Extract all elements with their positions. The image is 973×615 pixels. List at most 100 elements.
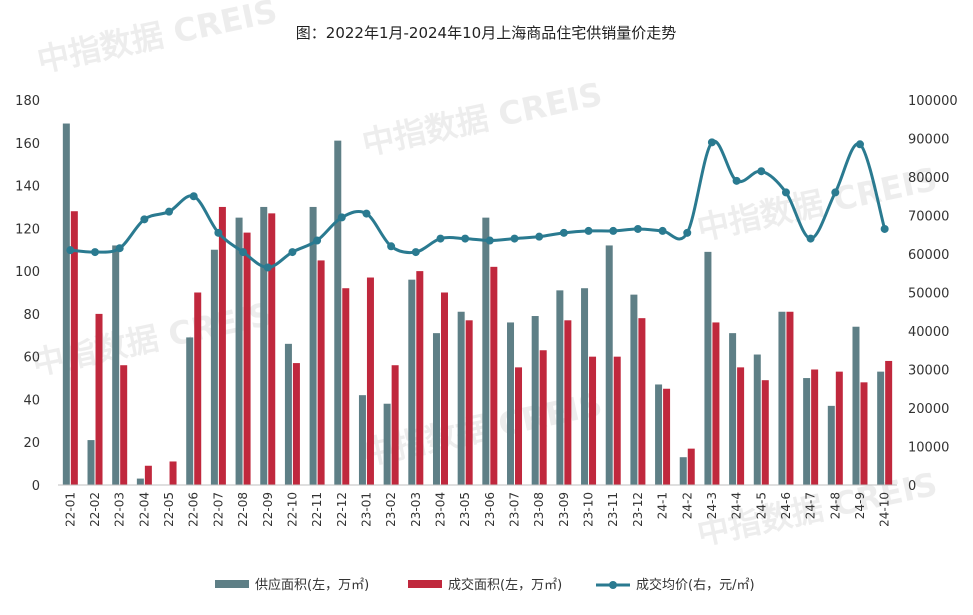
supply-bar: [186, 337, 194, 485]
deal-bar: [737, 367, 745, 485]
x-tick: 23-12: [631, 492, 645, 527]
x-tick: 23-04: [433, 492, 447, 527]
price-point: [831, 188, 840, 197]
supply-bar: [803, 378, 811, 485]
price-point: [337, 213, 346, 222]
x-tick: 24-6: [779, 492, 793, 519]
supply-bar: [753, 354, 761, 485]
price-point: [387, 242, 396, 251]
supply-bar: [704, 251, 712, 485]
watermark-0: 中指数据 CREIS: [34, 0, 281, 80]
supply-bar: [136, 478, 144, 485]
supply-bar: [260, 206, 268, 485]
x-tick: 22-11: [310, 492, 324, 527]
watermark-1: 中指数据 CREIS: [359, 75, 606, 163]
chart-title: 图：2022年1月-2024年10月上海商品住宅供销量价走势: [296, 24, 676, 42]
x-tick: 23-01: [359, 492, 373, 527]
price-point: [584, 226, 593, 235]
price-point: [855, 140, 864, 149]
deal-bar: [564, 320, 572, 485]
deal-bar: [490, 266, 498, 485]
price-point: [757, 167, 766, 176]
y-right-tick: 50000: [908, 287, 949, 302]
x-tick: 23-02: [384, 492, 398, 527]
supply-bar: [284, 343, 292, 485]
x-tick: 22-07: [211, 492, 225, 527]
price-point: [461, 234, 470, 243]
supply-bar: [556, 290, 564, 485]
supply-bar: [852, 326, 860, 485]
deal-bar: [811, 369, 819, 485]
supply-bar: [87, 440, 95, 485]
y-left-tick: 0: [32, 479, 40, 494]
deal-bars: [70, 206, 893, 485]
price-point: [362, 209, 371, 218]
y-right-tick: 0: [908, 479, 916, 494]
supply-bar: [778, 311, 786, 485]
price-point: [633, 224, 642, 233]
deal-bar: [885, 360, 893, 485]
deal-bar: [342, 288, 350, 485]
price-point: [485, 236, 494, 245]
x-tick: 24-3: [705, 492, 719, 519]
x-tick: 22-09: [261, 492, 275, 527]
x-tick: 24-8: [828, 492, 842, 519]
x-tick: 23-07: [508, 492, 522, 527]
price-point: [806, 234, 815, 243]
supply-bar: [309, 206, 317, 485]
legend-label-deal: 成交面积(左，万㎡): [448, 577, 562, 593]
deal-bar: [169, 461, 177, 485]
price-point: [91, 248, 100, 257]
x-tick: 23-10: [582, 492, 596, 527]
supply-bar: [235, 217, 243, 485]
x-tick: 24-4: [730, 492, 744, 519]
y-right-tick: 70000: [908, 210, 949, 225]
price-point: [165, 207, 174, 216]
deal-bar: [539, 350, 547, 485]
price-point: [239, 248, 248, 257]
y-left-tick: 100: [15, 265, 40, 280]
y-left-tick: 140: [15, 180, 40, 195]
deal-bar: [440, 292, 448, 485]
supply-bar: [581, 288, 589, 485]
deal-bar: [366, 277, 374, 485]
price-point: [609, 226, 618, 235]
x-tick: 22-06: [187, 492, 201, 527]
x-tick: 23-05: [458, 492, 472, 527]
supply-bar: [531, 316, 539, 485]
y-left-tick: 20: [23, 436, 40, 451]
y-left-tick: 40: [23, 393, 40, 408]
deal-bar: [712, 322, 720, 485]
price-point: [263, 263, 272, 272]
supply-bar: [112, 245, 120, 485]
price-point: [510, 234, 519, 243]
price-point: [66, 246, 75, 255]
price-point: [189, 192, 198, 201]
deal-bar: [835, 371, 843, 485]
y-left-tick: 120: [15, 222, 40, 237]
deal-bar: [613, 356, 621, 485]
price-point: [707, 138, 716, 147]
price-line: [66, 138, 889, 272]
supply-bar: [210, 249, 218, 485]
deal-bar: [194, 292, 202, 485]
supply-bar: [507, 322, 515, 485]
legend: 供应面积(左，万㎡) 成交面积(左，万㎡) 成交均价(右，元/㎡): [215, 577, 755, 593]
price-point: [535, 232, 544, 241]
supply-bar: [655, 384, 663, 485]
deal-bar: [70, 211, 78, 485]
y-right-tick: 30000: [908, 364, 949, 379]
y-left-axis: 0 20 40 60 80 100 120 140 160 180: [15, 94, 40, 494]
y-left-tick: 60: [23, 351, 40, 366]
price-point: [411, 248, 420, 257]
deal-bar: [292, 363, 300, 485]
legend-swatch-deal: [408, 580, 442, 588]
price-point: [214, 228, 223, 237]
supply-bar: [334, 140, 342, 485]
supply-bar: [358, 395, 366, 485]
deal-bar: [786, 311, 794, 485]
price-point: [115, 244, 124, 253]
y-right-tick: 10000: [908, 441, 949, 456]
deal-bar: [663, 388, 671, 485]
